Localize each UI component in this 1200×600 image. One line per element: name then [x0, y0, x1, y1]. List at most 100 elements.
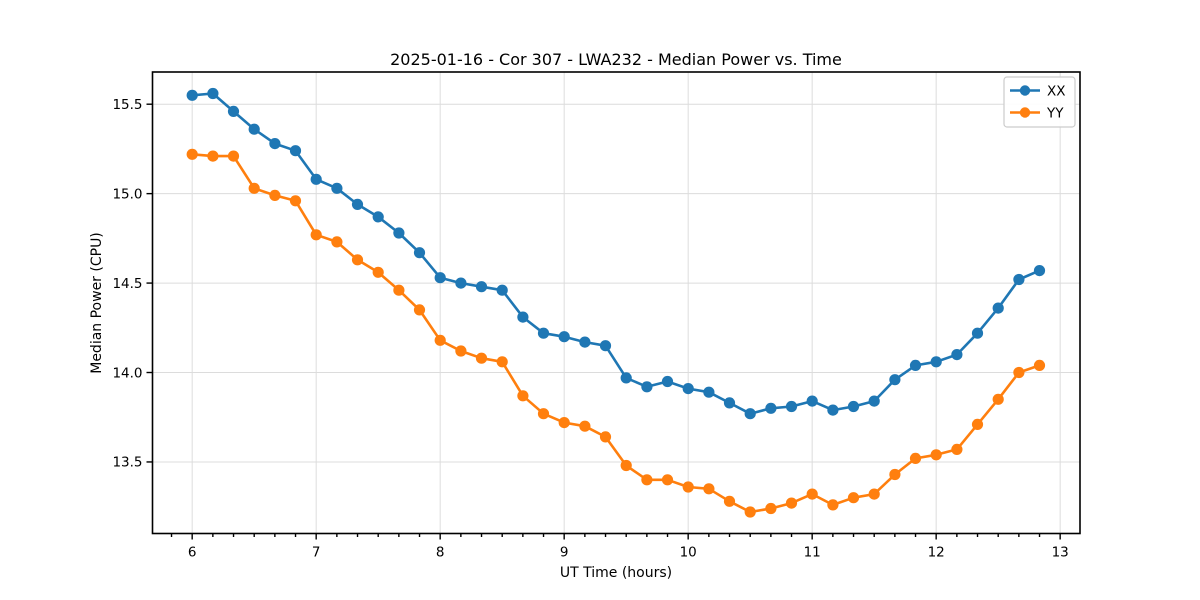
series-YY-marker [248, 182, 260, 194]
series-XX-marker [723, 397, 736, 409]
series-XX-marker [207, 87, 219, 100]
series-YY-marker [641, 474, 653, 486]
series-XX-marker [847, 400, 860, 413]
series-XX-marker [744, 408, 756, 420]
series-XX-marker [186, 89, 198, 101]
series-XX-marker [951, 349, 963, 361]
series-layer [186, 87, 1046, 518]
series-YY-marker [661, 474, 674, 486]
series-XX-marker [351, 198, 364, 210]
series-YY-marker [393, 284, 405, 296]
series-YY-marker [868, 488, 880, 500]
series-XX-marker [227, 105, 240, 117]
grid-layer [152, 72, 1080, 534]
series-XX-marker [620, 372, 632, 384]
series-YY-marker [537, 408, 550, 420]
axes-layer: 6 7 8 9 10 11 12 13 13.5 14.0 14.5 15.0 15.5 [112, 71, 1081, 561]
x-tick-label: 12 [928, 545, 945, 561]
legend-item-YY: YY [1010, 105, 1064, 121]
series-YY [186, 148, 1046, 518]
legend-label: YY [1046, 105, 1064, 121]
legend-label: XX [1047, 83, 1066, 99]
chart-title: 2025-01-16 - Cor 307 - LWA232 - Median P… [390, 50, 842, 69]
series-YY-marker [599, 431, 612, 443]
series-XX-marker [289, 145, 302, 157]
series-XX-marker [785, 400, 798, 413]
series-XX-marker [434, 272, 446, 284]
series-XX-marker [971, 327, 984, 339]
series-XX-marker [599, 340, 612, 352]
series-XX-marker [1013, 273, 1025, 286]
series-XX-marker [827, 404, 839, 416]
series-YY-marker [372, 266, 384, 278]
series-XX-marker [558, 331, 570, 343]
series-XX-marker [413, 247, 426, 259]
series-XX-marker [331, 182, 343, 194]
series-XX-marker [661, 375, 674, 388]
x-tick-label: 10 [680, 545, 697, 561]
y-tick-label: 15.5 [112, 97, 142, 113]
y-tick-label: 13.5 [112, 455, 142, 471]
series-YY-marker [744, 506, 756, 518]
series-YY-marker [765, 502, 777, 515]
series-XX-marker [475, 281, 488, 293]
y-tick-label: 15.0 [112, 186, 142, 202]
series-YY-marker [847, 492, 860, 504]
series-XX-marker [1033, 265, 1046, 277]
series-XX-marker [889, 374, 901, 386]
series-XX-marker [517, 311, 529, 323]
series-YY-marker [930, 449, 942, 461]
series-XX-marker [496, 284, 508, 296]
plot-border [151, 71, 1081, 535]
series-YY-marker [475, 352, 488, 364]
series-YY-marker [723, 495, 736, 507]
series-XX-marker [682, 383, 694, 395]
series-YY-marker [227, 150, 240, 162]
x-tick-label: 8 [436, 545, 445, 561]
series-YY-marker [289, 195, 302, 207]
series-YY-marker [331, 236, 343, 248]
x-tick-label: 11 [804, 545, 821, 561]
series-YY-marker [207, 150, 219, 162]
series-YY-marker [434, 334, 446, 346]
series-YY-marker [909, 452, 922, 464]
y-axis-label: Median Power (CPU) [89, 232, 105, 374]
series-XX-marker [537, 327, 550, 339]
series-XX-marker [703, 386, 715, 398]
series-YY-marker [703, 483, 715, 495]
series-YY-marker [310, 229, 322, 241]
series-YY-marker [186, 148, 198, 160]
series-YY-marker [579, 420, 591, 432]
series-XX-marker [909, 359, 922, 371]
series-XX-marker [868, 395, 880, 407]
legend-marker [1019, 85, 1031, 96]
series-XX-marker [641, 381, 653, 393]
x-tick-label: 7 [312, 545, 321, 561]
series-YY-marker [992, 393, 1004, 405]
series-YY-marker [455, 345, 467, 357]
series-YY-marker [413, 304, 426, 316]
series-XX-marker [579, 336, 591, 348]
series-XX-marker [806, 395, 818, 407]
series-YY-marker [517, 390, 529, 402]
series-YY-marker [1013, 366, 1025, 379]
y-tick-label: 14.0 [112, 365, 142, 381]
series-XX-marker [393, 227, 405, 239]
series-YY-marker [806, 488, 818, 500]
series-YY-marker [682, 481, 694, 493]
series-YY-marker [351, 254, 364, 266]
series-YY-marker [620, 459, 632, 472]
series-YY-marker [889, 468, 901, 481]
legend-item-XX: XX [1010, 83, 1066, 99]
series-YY-marker [971, 418, 984, 430]
x-axis-label: UT Time (hours) [560, 565, 672, 581]
series-YY-marker [827, 499, 839, 511]
series-XX [186, 87, 1046, 420]
series-XX-marker [765, 402, 777, 414]
x-tick-label: 13 [1052, 545, 1069, 561]
y-tick-label: 14.5 [112, 276, 142, 292]
series-YY-marker [269, 189, 281, 201]
series-YY-marker [951, 443, 963, 455]
